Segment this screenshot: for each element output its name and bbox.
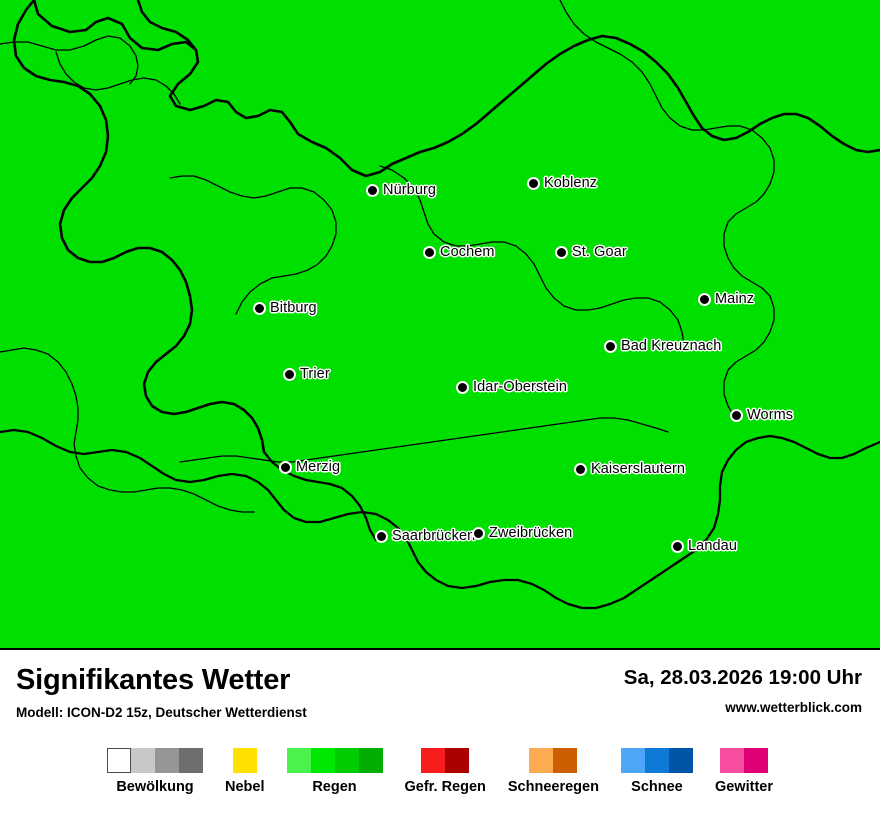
city-marker: Merzig <box>279 459 340 475</box>
city-marker: Zweibrücken <box>472 525 572 541</box>
district-border-lines <box>0 0 775 513</box>
legend-label: Gewitter <box>714 779 773 795</box>
city-dot-icon <box>671 539 684 553</box>
city-marker: Landau <box>671 538 737 554</box>
legend-swatch-row <box>620 748 693 773</box>
city-dot-icon <box>555 245 568 259</box>
city-marker: Trier <box>283 366 330 382</box>
city-dot-icon <box>604 339 617 353</box>
city-label: Bitburg <box>270 300 317 316</box>
meta-block: Sa, 28.03.2026 19:00 Uhr www.wetterblick… <box>623 666 862 715</box>
city-label: Trier <box>300 366 330 382</box>
legend-label: Schneeregen <box>507 779 599 795</box>
model-subtitle: Modell: ICON-D2 15z, Deutscher Wetterdie… <box>16 705 307 720</box>
city-dot-icon <box>574 462 587 476</box>
precipitation-raster <box>0 0 880 648</box>
legend-item: Gewitter <box>715 748 773 795</box>
legend-label: Schnee <box>631 779 683 795</box>
legend-item: Schnee <box>620 748 693 795</box>
city-label: St. Goar <box>572 244 627 260</box>
legend-swatch-row <box>107 748 203 773</box>
city-label: Worms <box>747 407 794 423</box>
city-dot-icon <box>283 367 296 381</box>
city-dot-icon <box>423 245 436 259</box>
legend-swatch <box>155 748 179 773</box>
legend-swatch <box>529 748 554 773</box>
city-marker: Saarbrücken <box>375 528 475 544</box>
legend-swatch <box>743 748 768 773</box>
city-dot-icon <box>698 292 711 306</box>
city-label: Nürburg <box>383 182 437 198</box>
title-block: Signifikantes Wetter Modell: ICON-D2 15z… <box>16 664 307 721</box>
legend-item: Regen <box>286 748 383 795</box>
legend-swatch <box>445 748 470 773</box>
website-url: www.wetterblick.com <box>725 699 862 715</box>
city-marker: Idar-Oberstein <box>456 379 567 395</box>
legend-item: Bewölkung <box>107 748 203 795</box>
weather-map-panel[interactable]: Nürburg Koblenz Cochem St. Goar Mainz Bitburg… <box>0 0 880 650</box>
legend-swatch-row <box>719 748 768 773</box>
city-dot-icon <box>375 529 388 543</box>
city-label: Kaiserslautern <box>591 461 686 477</box>
legend-swatch <box>179 748 203 773</box>
legend-item: Nebel <box>225 748 265 795</box>
legend-label: Regen <box>312 779 357 795</box>
legend-label: Gefr. Regen <box>404 779 486 795</box>
city-dot-icon <box>279 460 292 474</box>
legend-swatch-row <box>232 748 257 773</box>
city-marker: Worms <box>730 407 793 423</box>
legend-swatch <box>668 748 693 773</box>
legend-swatch <box>310 748 335 773</box>
city-dot-icon <box>472 526 485 540</box>
city-dot-icon <box>527 176 540 190</box>
page-title: Signifikantes Wetter <box>16 664 291 696</box>
legend-swatch <box>131 748 155 773</box>
legend-swatch <box>553 748 578 773</box>
map-footer: Signifikantes Wetter Modell: ICON-D2 15z… <box>0 650 880 830</box>
weather-legend: Bewölkung Nebel Regen Gefr. Regen Schneerege… <box>0 748 880 795</box>
city-marker: Nürburg <box>366 182 436 198</box>
legend-swatch-row <box>421 748 470 773</box>
legend-swatch <box>421 748 446 773</box>
legend-swatch <box>286 748 311 773</box>
city-label: Idar-Oberstein <box>473 379 568 395</box>
legend-swatch <box>232 748 257 773</box>
forecast-datetime: Sa, 28.03.2026 19:00 Uhr <box>623 666 862 689</box>
city-marker: St. Goar <box>555 244 627 260</box>
city-dot-icon <box>366 183 379 197</box>
city-dot-icon <box>730 408 743 422</box>
city-labels-layer: Nürburg Koblenz Cochem St. Goar Mainz Bitburg… <box>253 175 793 554</box>
city-label: Zweibrücken <box>489 525 573 541</box>
city-label: Mainz <box>715 291 755 307</box>
city-label: Merzig <box>296 459 341 475</box>
city-label: Landau <box>688 538 737 554</box>
legend-swatch <box>334 748 359 773</box>
legend-item: Gefr. Regen <box>405 748 486 795</box>
legend-swatch-row <box>286 748 383 773</box>
city-marker: Kaiserslautern <box>574 461 685 477</box>
city-marker: Cochem <box>423 244 495 260</box>
legend-swatch <box>644 748 669 773</box>
legend-swatch-row <box>529 748 578 773</box>
city-marker: Bitburg <box>253 300 317 316</box>
legend-swatch <box>620 748 645 773</box>
city-dot-icon <box>456 380 469 394</box>
city-marker: Bad Kreuznach <box>604 338 721 354</box>
city-marker: Koblenz <box>527 175 597 191</box>
city-label: Koblenz <box>544 175 598 191</box>
legend-swatch <box>719 748 744 773</box>
major-border-lines <box>12 0 880 454</box>
legend-swatch <box>107 748 131 773</box>
city-marker: Mainz <box>698 291 754 307</box>
city-dot-icon <box>253 301 266 315</box>
city-label: Cochem <box>440 244 495 260</box>
legend-label: Nebel <box>225 779 265 795</box>
city-label: Saarbrücken <box>392 528 476 544</box>
legend-label: Bewölkung <box>116 779 194 795</box>
legend-swatch <box>358 748 383 773</box>
city-label: Bad Kreuznach <box>621 338 722 354</box>
political-borders <box>0 0 880 610</box>
legend-item: Schneeregen <box>508 748 599 795</box>
